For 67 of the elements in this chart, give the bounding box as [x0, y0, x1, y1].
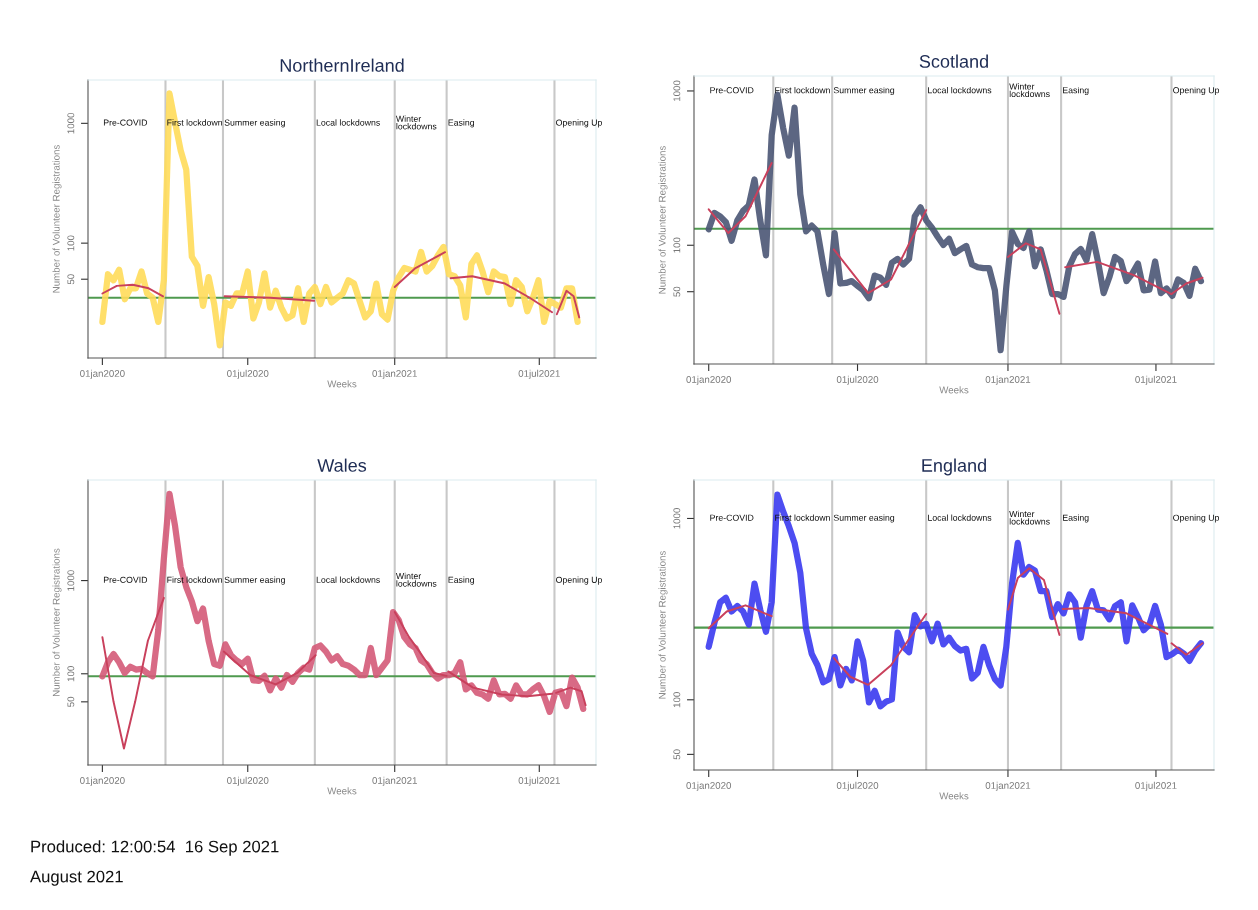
annotation: Local lockdowns: [316, 576, 380, 583]
annotation: Winter lockdowns: [395, 572, 437, 587]
annotation: Easing: [1063, 514, 1089, 523]
annotation: Pre-COVID: [710, 514, 754, 521]
y-axis-title: Number of Volunteer Registrations: [658, 551, 668, 699]
x-tick-label: 01jul2020: [227, 369, 269, 379]
annotation: First lockdown: [775, 86, 830, 94]
annotation: Opening Up: [1173, 86, 1220, 96]
x-tick-label: 01jul2020: [227, 776, 269, 786]
x-tick-label: 01jan2020: [80, 776, 125, 786]
annotation: Opening Up: [556, 576, 602, 585]
annotation: Opening Up: [1173, 514, 1220, 523]
x-tick-label: 01jul2021: [1135, 375, 1177, 385]
annotation: Local lockdowns: [928, 514, 992, 521]
x-tick-label: 01jul2021: [518, 776, 560, 786]
y-tick-label: 100: [673, 692, 681, 708]
x-axis-title: Weeks: [327, 380, 357, 388]
annotation: Opening Up: [556, 119, 602, 128]
x-tick-label: 01jan2020: [686, 375, 732, 385]
y-tick-label: 50: [673, 749, 681, 760]
x-tick-label: 01jan2021: [985, 375, 1031, 385]
chart-title: England: [922, 458, 986, 476]
y-tick-label: 1000: [67, 112, 75, 134]
y-axis-title: Number of Volunteer Registrations: [52, 145, 62, 293]
x-tick-label: 01jul2021: [518, 369, 560, 379]
annotation: Winter lockdowns: [1009, 510, 1050, 525]
y-tick-label: 100: [67, 235, 75, 251]
annotation: Pre-COVID: [710, 87, 754, 94]
y-tick-label: 1000: [673, 508, 681, 529]
x-axis-title: Weeks: [939, 386, 969, 394]
annotation: Summer easing: [224, 576, 285, 585]
chart-title: NorthernIreland: [280, 58, 404, 72]
y-tick-label: 50: [67, 274, 75, 285]
y-axis-title: Number of Volunteer Registrations: [52, 548, 62, 696]
y-tick-label: 50: [67, 696, 75, 707]
chart-title: Wales: [317, 458, 367, 472]
y-tick-label: 100: [673, 237, 681, 253]
x-tick-label: 01jul2021: [1135, 781, 1177, 791]
annotation: Easing: [448, 576, 475, 585]
y-tick-label: 1000: [673, 80, 681, 102]
x-tick-label: 01jan2021: [372, 776, 417, 786]
y-tick-label: 1000: [67, 570, 75, 591]
text: Produced: 12:00:54 16 Sep 2021: [31, 840, 279, 856]
annotation: Easing: [448, 119, 475, 128]
annotation: Pre-COVID: [103, 119, 148, 126]
x-tick-label: 01jul2020: [836, 375, 879, 385]
annotation: Local lockdowns: [316, 119, 380, 126]
annotation: Pre-COVID: [103, 576, 148, 583]
annotation: Easing: [1063, 86, 1089, 96]
annotation: Summer easing: [833, 86, 895, 96]
annotation: Winter lockdowns: [395, 115, 437, 130]
annotation: Summer easing: [833, 514, 895, 523]
x-tick-label: 01jan2021: [985, 781, 1031, 791]
x-axis-title: Weeks: [327, 787, 357, 795]
annotation: Local lockdowns: [928, 86, 992, 94]
x-axis-title: Weeks: [939, 792, 969, 800]
x-tick-label: 01jan2021: [372, 369, 417, 379]
x-tick-label: 01jan2020: [686, 781, 732, 791]
chart-title: Scotland: [919, 54, 988, 68]
x-tick-label: 01jul2020: [836, 781, 879, 791]
x-tick-label: 01jan2020: [80, 369, 125, 379]
text: August 2021: [30, 870, 123, 886]
annotation: Summer easing: [224, 119, 285, 128]
annotation: Winter lockdowns: [1009, 83, 1050, 98]
y-axis-title: Number of Volunteer Registrations: [658, 146, 668, 294]
y-tick-label: 50: [673, 286, 681, 297]
y-tick-label: 100: [67, 666, 75, 682]
